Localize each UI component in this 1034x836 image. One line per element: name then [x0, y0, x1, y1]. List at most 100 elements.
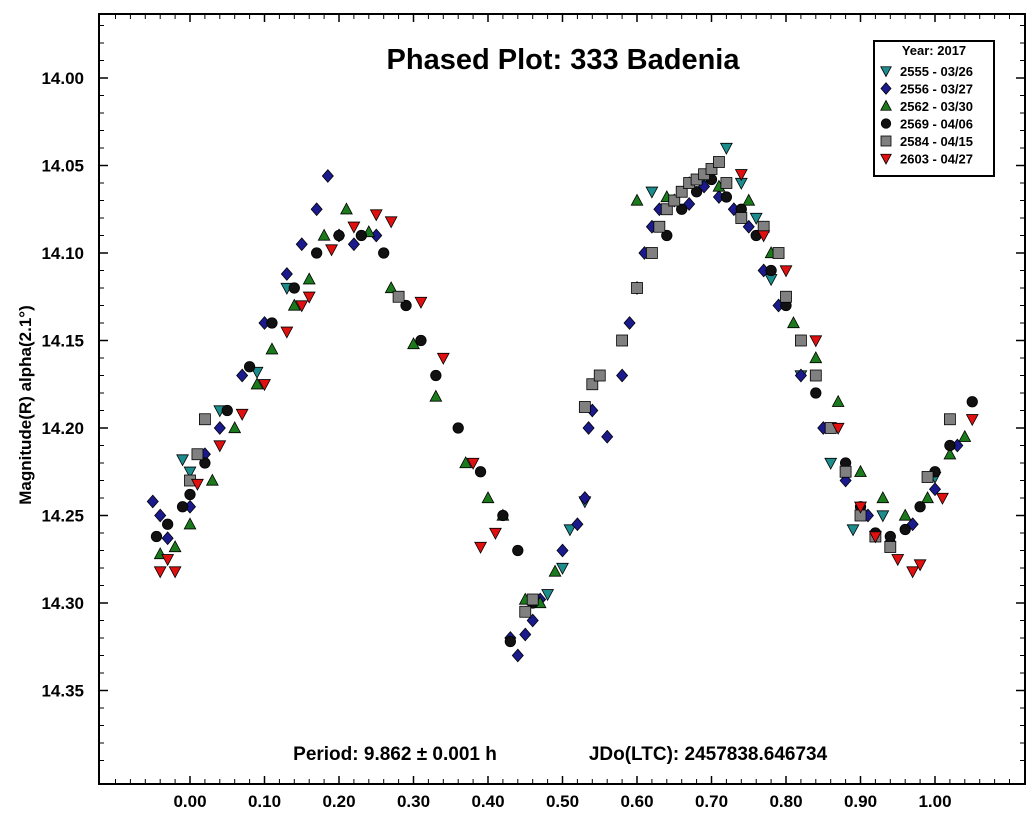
- data-point: [809, 351, 823, 364]
- data-point: [369, 209, 383, 222]
- data-point: [675, 185, 688, 198]
- data-point: [556, 562, 569, 575]
- data-point: [958, 429, 972, 442]
- y-tick-label: 14.10: [41, 244, 84, 263]
- data-point: [191, 478, 204, 491]
- data-point: [184, 488, 196, 501]
- data-point: [735, 212, 748, 224]
- data-point: [563, 524, 577, 537]
- data-point: [311, 247, 323, 259]
- data-point: [392, 290, 405, 303]
- data-point: [720, 177, 733, 189]
- x-tick-label: 0.50: [546, 792, 579, 811]
- data-point: [944, 439, 956, 452]
- data-point: [221, 404, 233, 417]
- data-point: [519, 627, 532, 642]
- x-tick-label: 0.60: [620, 792, 653, 811]
- x-tick-label: 0.90: [844, 792, 877, 811]
- legend-entries: 2555 - 03/26 2556 - 03/27 2562 - 03/30 2569…: [880, 64, 973, 167]
- data-point: [794, 368, 807, 383]
- x-tick-label: 0.00: [173, 792, 206, 811]
- data-point: [631, 282, 643, 294]
- data-point: [150, 530, 163, 543]
- epoch-label: JDo(LTC): 2457838.646734: [589, 744, 828, 765]
- data-point: [906, 566, 920, 579]
- data-point: [593, 369, 606, 382]
- y-tick-label: 14.30: [41, 594, 84, 613]
- data-point: [809, 335, 823, 348]
- legend-marker: [880, 153, 892, 165]
- data-point: [504, 635, 516, 648]
- data-point: [265, 342, 279, 355]
- data-point: [742, 219, 755, 234]
- data-point: [713, 156, 725, 168]
- legend-entry-label: 2584 - 04/15: [900, 134, 973, 149]
- data-point: [452, 422, 464, 434]
- data-point: [414, 296, 428, 309]
- series-layer: [146, 142, 979, 663]
- y-tick-label: 14.25: [41, 507, 84, 526]
- data-point: [474, 466, 487, 478]
- data-point: [839, 465, 852, 478]
- data-point: [497, 509, 509, 522]
- data-point: [302, 272, 316, 285]
- data-point: [660, 203, 673, 216]
- data-point: [914, 501, 926, 513]
- data-point: [176, 454, 189, 467]
- data-point: [347, 237, 360, 252]
- data-point: [243, 361, 256, 373]
- data-point: [965, 414, 979, 427]
- data-point: [288, 282, 300, 294]
- data-point: [943, 447, 957, 460]
- legend-entry-label: 2562 - 03/30: [900, 99, 973, 114]
- data-point: [645, 186, 659, 199]
- data-point: [616, 334, 628, 347]
- data-point: [280, 326, 294, 339]
- data-point: [810, 387, 822, 399]
- data-point: [213, 421, 226, 435]
- data-point: [183, 466, 197, 479]
- legend-entry-label: 2556 - 03/27: [900, 82, 973, 97]
- y-tick-label: 14.00: [41, 69, 84, 88]
- data-point: [891, 554, 905, 567]
- data-point: [944, 413, 956, 426]
- data-point: [512, 544, 524, 557]
- data-point: [400, 299, 412, 312]
- data-point: [317, 228, 331, 241]
- data-point: [183, 517, 197, 530]
- legend: Year: 2017 2555 - 03/26 2556 - 03/27 2562 …: [873, 40, 995, 177]
- data-point: [719, 142, 733, 155]
- data-point: [161, 554, 175, 567]
- data-point: [921, 491, 934, 504]
- data-point: [436, 352, 450, 365]
- x-tick-label: 1.00: [918, 792, 951, 811]
- data-point: [154, 508, 167, 523]
- plot-frame: [98, 13, 1026, 785]
- data-point: [668, 194, 681, 207]
- data-point: [884, 530, 896, 543]
- data-point: [162, 518, 174, 530]
- data-point: [235, 408, 249, 421]
- data-point: [720, 191, 733, 203]
- data-point: [765, 264, 777, 277]
- data-point: [876, 491, 890, 504]
- data-point: [213, 440, 227, 453]
- x-tick-label: 0.80: [769, 792, 802, 811]
- data-point: [355, 229, 367, 242]
- data-point: [310, 202, 323, 217]
- data-point: [430, 369, 442, 382]
- y-tick-label: 14.35: [41, 682, 84, 701]
- legend-marker: [880, 135, 892, 147]
- data-point: [831, 422, 845, 435]
- x-tick-label: 0.70: [695, 792, 728, 811]
- data-point: [676, 203, 688, 215]
- data-point: [772, 247, 785, 259]
- data-point: [295, 300, 309, 313]
- data-point: [333, 229, 345, 242]
- data-point: [749, 212, 763, 225]
- legend-title: Year: 2017: [902, 43, 966, 58]
- data-point: [459, 456, 473, 469]
- data-point: [795, 334, 807, 347]
- legend-marker: [880, 66, 892, 78]
